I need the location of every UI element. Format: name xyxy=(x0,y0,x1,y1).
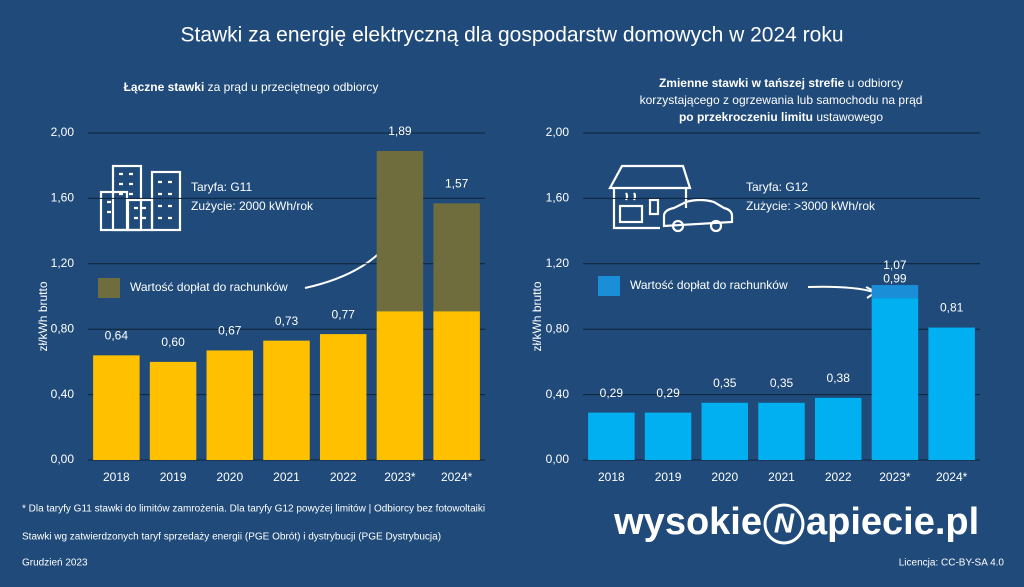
x-tick-label: 2021 xyxy=(768,470,795,484)
subtitle-run: korzystającego z ogrzewania lub samochod… xyxy=(640,93,923,107)
y-tick-label: 0,80 xyxy=(51,321,75,335)
x-tick-label: 2023* xyxy=(384,470,416,484)
footer: * Dla taryfy G11 stawki do limitów zamro… xyxy=(22,501,1004,569)
value-label: 0,64 xyxy=(105,329,129,343)
subtitle-run: Zmienne stawki w tańszej strefie xyxy=(659,76,845,90)
subtitle-run: po przekroczeniu limitu xyxy=(679,110,813,124)
annotation: Zużycie: 2000 kWh/rok xyxy=(191,199,314,213)
bar xyxy=(376,311,424,460)
bar xyxy=(433,311,480,460)
bar xyxy=(814,397,862,460)
arrow xyxy=(807,285,875,293)
x-tick-label: 2019 xyxy=(160,470,187,484)
y-tick-label: 1,60 xyxy=(51,191,75,205)
x-tick-label: 2018 xyxy=(598,470,625,484)
value-label: 0,35 xyxy=(770,376,794,390)
bar xyxy=(871,285,919,299)
value-label: 0,81 xyxy=(940,301,964,315)
source-note: Stawki wg zatwierdzonych taryf sprzedaży… xyxy=(22,532,441,543)
chart-subtitle: Zmienne stawki w tańszej strefie u odbio… xyxy=(659,76,903,90)
legend-label: Wartość dopłat do rachunków xyxy=(630,278,788,292)
value-label: 0,77 xyxy=(332,307,356,321)
total-label: 1,57 xyxy=(445,176,469,190)
bar xyxy=(758,402,805,460)
footnote: * Dla taryfy G11 stawki do limitów zamro… xyxy=(22,504,485,515)
value-label: 0,29 xyxy=(600,386,624,400)
annotation: Taryfa: G12 xyxy=(746,180,808,194)
bar xyxy=(149,361,197,460)
value-label: 0,67 xyxy=(218,324,242,338)
y-tick-label: 1,20 xyxy=(51,256,75,270)
x-tick-label: 2022 xyxy=(330,470,357,484)
y-tick-label: 0,40 xyxy=(51,387,75,401)
subtitle-run: u odbiorcy xyxy=(844,76,903,90)
x-tick-label: 2022 xyxy=(825,470,852,484)
license: Licencja: CC-BY-SA 4.0 xyxy=(899,558,1005,569)
value-label: 0,99 xyxy=(883,271,907,285)
bar xyxy=(93,355,140,460)
y-axis-label: zł/kWh brutto xyxy=(530,281,544,351)
bar xyxy=(319,334,367,460)
bar xyxy=(206,350,254,460)
bar xyxy=(433,203,480,312)
x-tick-label: 2021 xyxy=(273,470,300,484)
x-tick-label: 2020 xyxy=(216,470,243,484)
x-tick-label: 2024* xyxy=(441,470,473,484)
bar xyxy=(928,327,975,460)
value-label: 0,35 xyxy=(713,376,737,390)
x-tick-label: 2024* xyxy=(936,470,968,484)
x-tick-label: 2020 xyxy=(711,470,738,484)
total-label: 1,89 xyxy=(388,124,412,138)
legend-label: Wartość dopłat do rachunków xyxy=(130,280,288,294)
y-tick-label: 1,20 xyxy=(546,256,570,270)
y-tick-label: 0,00 xyxy=(51,452,75,466)
logo-text: apiecie.pl xyxy=(806,501,979,543)
logo-letter: N xyxy=(774,507,795,538)
chart-subtitle: korzystającego z ogrzewania lub samochod… xyxy=(640,93,923,107)
bar xyxy=(871,298,919,460)
x-tick-label: 2023* xyxy=(879,470,911,484)
legend-swatch xyxy=(598,276,620,296)
bar xyxy=(588,412,635,460)
chart-subtitle: Łączne stawki za prąd u przeciętnego odb… xyxy=(124,80,379,94)
main-title: Stawki za energię elektryczną dla gospod… xyxy=(180,24,843,47)
y-tick-label: 2,00 xyxy=(546,125,570,139)
y-tick-label: 1,60 xyxy=(546,191,570,205)
bar xyxy=(701,402,749,460)
subtitle-run: za prąd u przeciętnego odbiorcy xyxy=(204,80,378,94)
y-tick-label: 2,00 xyxy=(51,125,75,139)
date: Grudzień 2023 xyxy=(22,558,88,569)
y-axis-label: zł/kWh brutto xyxy=(36,281,50,351)
value-label: 0,29 xyxy=(656,386,680,400)
subtitle-run: Łączne stawki xyxy=(124,80,205,94)
y-tick-label: 0,00 xyxy=(546,452,570,466)
logo-circle xyxy=(763,503,805,545)
annotation: Taryfa: G11 xyxy=(191,180,252,194)
subtitle-run: ustawowego xyxy=(813,110,883,124)
y-tick-label: 0,40 xyxy=(546,387,570,401)
chart-subtitle: po przekroczeniu limitu ustawowego xyxy=(679,110,883,124)
legend-swatch xyxy=(98,278,120,298)
value-label: 0,60 xyxy=(161,335,185,349)
value-label: 0,73 xyxy=(275,314,299,328)
y-tick-label: 0,80 xyxy=(546,321,570,335)
total-label: 1,07 xyxy=(883,258,907,272)
annotation: Zużycie: >3000 kWh/rok xyxy=(746,199,876,213)
bar xyxy=(376,150,424,312)
logo-text: wysokie xyxy=(613,501,762,543)
value-label: 0,38 xyxy=(827,371,851,385)
bar xyxy=(263,340,310,460)
bar xyxy=(644,412,692,460)
x-tick-label: 2018 xyxy=(103,470,130,484)
x-tick-label: 2019 xyxy=(655,470,682,484)
